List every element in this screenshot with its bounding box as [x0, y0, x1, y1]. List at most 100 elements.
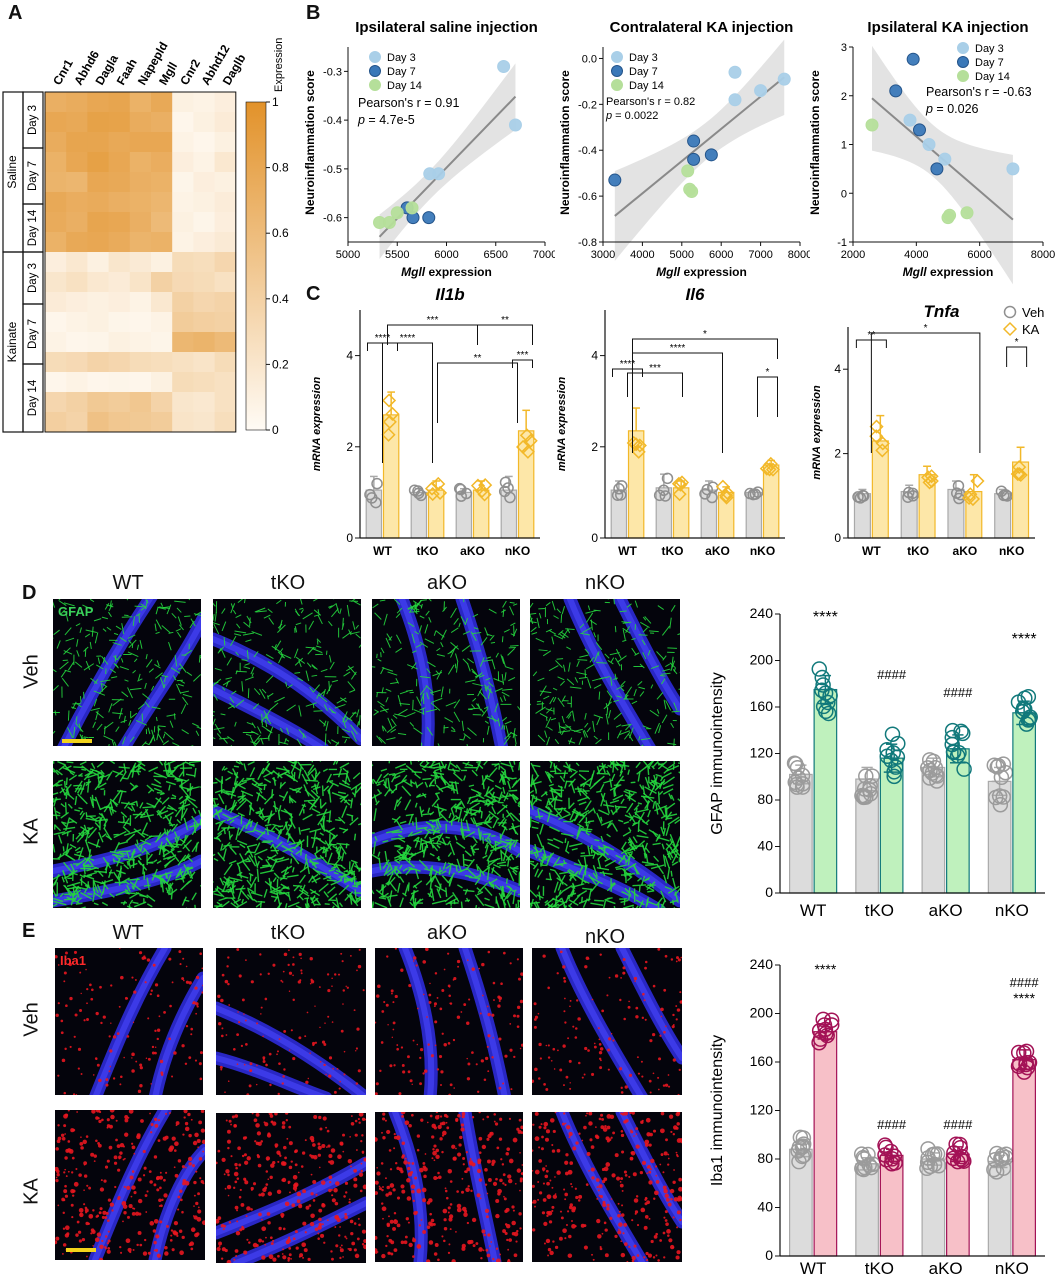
astrocyte-process — [277, 624, 286, 634]
microglia-signal — [487, 1070, 490, 1073]
microglia-signal — [194, 1059, 198, 1062]
microglia-signal — [142, 1149, 146, 1154]
microglia-signal — [679, 1000, 682, 1004]
astrocyte-process — [257, 767, 265, 781]
astrocyte-process — [214, 887, 225, 898]
heatmap-cell — [151, 372, 173, 393]
astrocyte-process — [349, 711, 357, 720]
astrocyte-process — [260, 869, 274, 875]
astrocyte-process — [103, 824, 107, 830]
microglia-signal — [466, 1057, 468, 1060]
astrocyte-process — [603, 804, 615, 808]
heatmap-cell — [129, 152, 152, 173]
heatmap-cell — [129, 392, 152, 413]
astrocyte-process — [612, 823, 619, 832]
microglia-signal — [328, 1160, 331, 1164]
microglia-signal — [384, 1119, 387, 1122]
heatmap-cell — [66, 192, 88, 213]
astrocyte-process — [263, 783, 266, 791]
astrocyte-process — [472, 631, 482, 635]
astrocyte-process — [578, 676, 588, 679]
microglia-signal — [309, 1052, 311, 1054]
astrocyte-process — [561, 885, 573, 893]
microglia-signal — [227, 982, 230, 986]
astrocyte-process — [350, 724, 358, 735]
category-label: aKO — [460, 544, 485, 558]
astrocyte-process — [440, 761, 446, 769]
astrocyte-process — [662, 776, 675, 786]
y-tick-label: 4 — [591, 349, 598, 363]
heatmap-cell — [214, 412, 237, 433]
astrocyte-process — [600, 816, 603, 822]
astrocyte-process — [622, 904, 634, 908]
astrocyte-process — [641, 639, 646, 646]
astrocyte-process — [96, 664, 104, 670]
astrocyte-process — [183, 899, 190, 902]
astrocyte-process — [253, 898, 258, 903]
microglia-signal — [447, 984, 451, 988]
astrocyte-process — [186, 671, 193, 676]
astrocyte-process — [435, 784, 444, 793]
astrocyte-process — [79, 696, 82, 703]
microglia-signal — [324, 1022, 326, 1024]
astrocyte-process — [243, 621, 251, 628]
astrocyte-process — [66, 896, 80, 904]
astrocyte-process — [65, 765, 72, 770]
astrocyte-process — [269, 891, 279, 896]
heatmap-cell — [66, 332, 88, 353]
microglia-signal — [375, 1021, 377, 1024]
astrocyte-process — [335, 761, 339, 765]
astrocyte-process — [250, 666, 255, 675]
astrocyte-process — [166, 769, 175, 773]
astrocyte-process — [631, 637, 636, 641]
astrocyte-process — [653, 855, 660, 863]
astrocyte-process — [453, 618, 459, 625]
astrocyte-process — [111, 676, 118, 679]
astrocyte-process — [414, 607, 420, 611]
microglia-signal — [64, 1047, 67, 1051]
astrocyte-process — [265, 720, 268, 728]
astrocyte-process — [632, 814, 641, 820]
microglia-signal — [236, 1177, 240, 1180]
astrocyte-process — [460, 901, 463, 908]
data-point — [704, 148, 718, 162]
heatmap-cell — [193, 232, 216, 253]
astrocyte-process — [245, 639, 252, 643]
microglia-signal — [390, 989, 394, 993]
astrocyte-process — [430, 689, 441, 694]
astrocyte-process — [153, 787, 163, 793]
astrocyte-process — [55, 769, 63, 776]
colorbar-tick-label: 0.4 — [272, 292, 289, 306]
astrocyte-process — [63, 780, 66, 788]
astrocyte-process — [251, 782, 263, 791]
astrocyte-process — [113, 871, 120, 881]
astrocyte-process — [606, 707, 609, 715]
microglia-signal — [533, 1025, 537, 1029]
astrocyte-process — [630, 890, 639, 897]
microglia-signal — [132, 1248, 135, 1251]
astrocyte-process — [390, 788, 397, 794]
data-point — [632, 438, 647, 453]
data-point — [499, 476, 512, 489]
y-tick-label: -0.8 — [578, 237, 597, 249]
astrocyte-process — [628, 887, 631, 893]
astrocyte-process — [324, 903, 330, 906]
astrocyte-process — [613, 599, 615, 605]
astrocyte-process — [124, 830, 137, 837]
microglia-signal — [106, 1249, 111, 1254]
microglia-signal — [220, 998, 224, 1003]
astrocyte-process — [161, 796, 170, 805]
astrocyte-process — [513, 761, 516, 765]
microglia-signal — [123, 1211, 127, 1215]
microglia-signal — [577, 1017, 581, 1021]
astrocyte-process — [549, 812, 559, 818]
data-point — [615, 489, 627, 501]
astrocyte-process — [671, 710, 680, 713]
astrocyte-process — [144, 682, 147, 689]
astrocyte-process — [289, 796, 297, 804]
microglia-signal — [150, 1131, 153, 1134]
microglia-signal — [129, 1250, 132, 1254]
astrocyte-process — [73, 766, 85, 769]
category-label: WT — [862, 544, 881, 558]
astrocyte-process — [274, 640, 282, 651]
